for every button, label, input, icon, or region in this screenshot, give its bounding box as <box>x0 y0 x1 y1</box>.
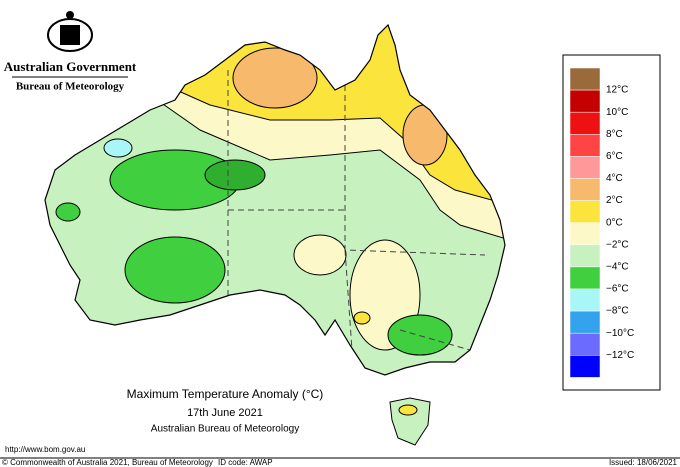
legend: 12°C 10°C 8°C 6°C 4°C 2°C 0°C −2°C −4°C −6°C −8°C −… <box>569 67 634 378</box>
legend-swatch <box>569 310 601 334</box>
coat-of-arms <box>47 11 93 52</box>
legend-swatch <box>569 266 601 290</box>
legend-label: −12°C <box>606 350 634 361</box>
legend-label: −8°C <box>606 306 629 317</box>
legend-swatch <box>569 244 601 268</box>
coastline <box>44 23 506 376</box>
legend-label: −6°C <box>606 284 629 295</box>
legend-label: 0°C <box>606 217 623 228</box>
map-date: 17th June 2021 <box>187 407 263 419</box>
legend-label: 10°C <box>606 107 628 118</box>
footer-url: http://www.bom.gov.au <box>5 445 85 454</box>
legend-swatch <box>569 200 601 223</box>
legend-label: −2°C <box>606 239 629 250</box>
legend-swatch <box>569 178 601 201</box>
agency-subname: Bureau of Meteorology <box>16 81 125 93</box>
legend-label: 6°C <box>606 151 623 162</box>
map-source: Australian Bureau of Meteorology <box>151 424 299 435</box>
legend-swatch <box>569 134 601 157</box>
legend-label: −4°C <box>606 262 629 273</box>
tasmania-zone <box>398 404 418 416</box>
footer-id: ID code: AWAP <box>218 458 273 467</box>
legend-frame <box>562 54 661 391</box>
legend-swatch <box>569 111 601 135</box>
footer-issued: Issued: 18/06/2021 <box>609 458 678 467</box>
legend-swatch <box>569 355 601 378</box>
legend-label: 2°C <box>606 195 623 206</box>
legend-swatch <box>569 332 601 356</box>
legend-swatch <box>569 288 601 312</box>
map-title: Maximum Temperature Anomaly (°C) <box>127 387 324 401</box>
legend-label: 12°C <box>606 85 628 96</box>
legend-swatch <box>569 89 601 113</box>
legend-label: 4°C <box>606 173 623 184</box>
agency-name: Australian Government <box>4 59 137 74</box>
footer-copyright: © Commonwealth of Australia 2021, Bureau… <box>2 458 213 467</box>
legend-swatch <box>569 67 601 91</box>
legend-label: 8°C <box>606 129 623 140</box>
legend-swatch <box>569 156 601 179</box>
legend-swatch <box>569 222 601 246</box>
legend-label: −10°C <box>606 328 634 339</box>
